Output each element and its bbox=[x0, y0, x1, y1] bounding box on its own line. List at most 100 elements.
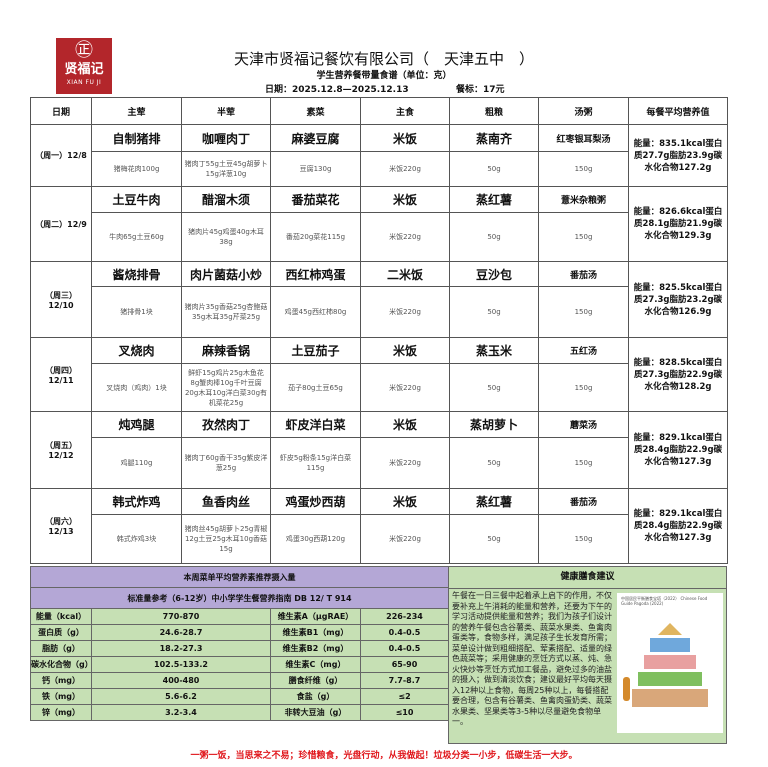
dish-name: 蘑菜汤 bbox=[538, 411, 629, 438]
menu-table: 日期 主荤 半荤 素菜 主食 粗粮 汤粥 每餐平均营养值 （周一）12/8 自制猪排 咖喱肉丁 麻婆… bbox=[30, 97, 728, 564]
dish-amount: 50g bbox=[449, 286, 539, 338]
standard-label: 蛋白质（g） bbox=[30, 624, 92, 641]
day-date: （周一）12/8 bbox=[30, 124, 92, 187]
logo-emblem-icon: ㊣ bbox=[75, 40, 93, 61]
dish-name: 酱烧排骨 bbox=[91, 261, 182, 287]
dish-amount: 米饭220g bbox=[360, 151, 450, 187]
dish-name: 薏米杂粮粥 bbox=[538, 186, 629, 213]
dish-amount: 150g bbox=[538, 363, 629, 412]
column-header: 半荤 bbox=[181, 97, 271, 125]
dish-name: 蒸南齐 bbox=[449, 124, 539, 152]
day-date: （周六）12/13 bbox=[30, 488, 92, 564]
standard-label: 钙（mg） bbox=[30, 672, 92, 689]
dish-name: 麻婆豆腐 bbox=[270, 124, 361, 152]
dish-amount: 鲜虾15g鸡片25g木鱼花8g蟹肉棒10g千叶豆腐20g木耳10g洋白菜30g有… bbox=[181, 363, 271, 412]
dish-amount: 茄子80g土豆65g bbox=[270, 363, 361, 412]
standard-row: 钙（mg） 400-480 膳食纤维（g） 7.7-8.7 bbox=[30, 672, 449, 689]
health-advice-panel: 健康膳食建议 午餐在一日三餐中起着承上启下的作用，不仅要补充上午消耗的能量和营养… bbox=[448, 566, 727, 744]
standard-label: 维生素B1（mg） bbox=[270, 624, 361, 641]
dish-name: 肉片菌菇小炒 bbox=[181, 261, 271, 287]
standard-value: 24.6-28.7 bbox=[91, 624, 271, 641]
dish-name: 红枣银耳梨汤 bbox=[538, 124, 629, 152]
dish-name: 米饭 bbox=[360, 488, 450, 515]
day-dish-row: （周五）12/12 炖鸡腿 孜然肉丁 虾皮洋白菜 米饭 蒸胡萝卜 蘑菜汤 能量：829.1kc… bbox=[30, 411, 728, 489]
slogan: 一粥一饭，当思来之不易；珍惜粮食，光盘行动，从我做起！垃圾分类一小步，低碳生活一… bbox=[190, 751, 578, 761]
dish-name: 米饭 bbox=[360, 186, 450, 213]
standard-row: 蛋白质（g） 24.6-28.7 维生素B1（mg） 0.4-0.5 bbox=[30, 624, 449, 641]
standard-value: 18.2-27.3 bbox=[91, 640, 271, 657]
day-nutrition: 能量：826.6kcal蛋白质28.1g脂肪21.9g碳水化合物129.3g bbox=[628, 186, 728, 262]
advice-text: 午餐在一日三餐中起着承上启下的作用，不仅要补充上午消耗的能量和营养，还要为下午的… bbox=[452, 591, 612, 726]
dish-amount: 牛肉65g土豆60g bbox=[91, 212, 182, 262]
dish-amount: 猪肉片45g鸡蛋40g木耳38g bbox=[181, 212, 271, 262]
column-header: 主食 bbox=[360, 97, 450, 125]
dish-name: 米饭 bbox=[360, 411, 450, 438]
standard-row: 碳水化合物（g） 102.5-133.2 维生素C（mg） 65-90 bbox=[30, 656, 449, 673]
standard-row: 脂肪（g） 18.2-27.3 维生素B2（mg） 0.4-0.5 bbox=[30, 640, 449, 657]
pagoda-level-oil-salt bbox=[658, 623, 682, 635]
menu-header-row: 日期 主荤 半荤 素菜 主食 粗粮 汤粥 每餐平均营养值 bbox=[30, 97, 728, 125]
date-range: 日期：2025.12.8—2025.12.13 bbox=[265, 85, 409, 95]
dish-amount: 鸡腿110g bbox=[91, 437, 182, 489]
dish-name: 番茄汤 bbox=[538, 488, 629, 515]
standards-reference: 标准量参考（6-12岁）中小学学生餐营养指南 DB 12/ T 914 bbox=[30, 587, 449, 609]
standard-label: 食盐（g） bbox=[270, 688, 361, 705]
pagoda-level-dairy bbox=[650, 638, 690, 652]
standards-title: 本周菜单平均营养素推荐摄入量 bbox=[30, 566, 449, 588]
dish-amount: 米饭220g bbox=[360, 514, 450, 564]
dish-amount: 鸡蛋45g西红柿80g bbox=[270, 286, 361, 338]
dish-name: 蒸玉米 bbox=[449, 337, 539, 364]
dish-amount: 50g bbox=[449, 437, 539, 489]
pagoda-level-vegetables bbox=[638, 672, 702, 686]
standard-label: 锌（mg） bbox=[30, 704, 92, 721]
dish-name: 米饭 bbox=[360, 124, 450, 152]
standard-row: 锌（mg） 3.2-3.4 非转大豆油（g） ≤10 bbox=[30, 704, 449, 721]
dish-amount: 150g bbox=[538, 514, 629, 564]
dish-name: 土豆牛肉 bbox=[91, 186, 182, 213]
column-header: 每餐平均营养值 bbox=[628, 97, 728, 125]
dish-amount: 米饭220g bbox=[360, 437, 450, 489]
dish-name: 豆沙包 bbox=[449, 261, 539, 287]
standard-value: 7.7-8.7 bbox=[360, 672, 449, 689]
day-nutrition: 能量：829.1kcal蛋白质28.4g脂肪22.9g碳水化合物127.3g bbox=[628, 411, 728, 489]
dish-amount: 50g bbox=[449, 212, 539, 262]
pagoda-caption: 中国居民平衡膳食宝塔（2022） Chinese Food Guide Pago… bbox=[621, 596, 708, 606]
column-header: 汤粥 bbox=[538, 97, 629, 125]
standard-value: ≤2 bbox=[360, 688, 449, 705]
dish-name: 二米饭 bbox=[360, 261, 450, 287]
standard-value: 400-480 bbox=[91, 672, 271, 689]
dish-name: 自制猪排 bbox=[91, 124, 182, 152]
dish-amount: 韩式炸鸡3块 bbox=[91, 514, 182, 564]
dish-amount: 150g bbox=[538, 212, 629, 262]
standard-value: 102.5-133.2 bbox=[91, 656, 271, 673]
standard-value: 5.6-6.2 bbox=[91, 688, 271, 705]
day-nutrition: 能量：825.5kcal蛋白质27.3g脂肪23.2g碳水化合物126.9g bbox=[628, 261, 728, 338]
logo-pinyin: XIAN FU JI bbox=[66, 79, 102, 86]
nutrition-standards-table: 本周菜单平均营养素推荐摄入量 标准量参考（6-12岁）中小学学生餐营养指南 DB… bbox=[30, 566, 449, 721]
dish-amount: 米饭220g bbox=[360, 212, 450, 262]
company-logo: ㊣ 贤福记 XIAN FU JI bbox=[56, 38, 112, 94]
pagoda-level-meat bbox=[644, 655, 696, 669]
dish-amount: 猪肉片35g香菇25g杏鲍菇35g木耳35g芹菜25g bbox=[181, 286, 271, 338]
standard-label: 脂肪（g） bbox=[30, 640, 92, 657]
dish-name: 土豆茄子 bbox=[270, 337, 361, 364]
dish-amount: 米饭220g bbox=[360, 286, 450, 338]
standard-value: 3.2-3.4 bbox=[91, 704, 271, 721]
dish-amount: 50g bbox=[449, 151, 539, 187]
column-header: 日期 bbox=[30, 97, 92, 125]
dish-amount: 鸡蛋30g西葫120g bbox=[270, 514, 361, 564]
dish-name: 孜然肉丁 bbox=[181, 411, 271, 438]
day-dish-row: （周一）12/8 自制猪排 咖喱肉丁 麻婆豆腐 米饭 蒸南齐 红枣银耳梨汤 能量：835.1k… bbox=[30, 124, 728, 187]
standard-value: 0.4-0.5 bbox=[360, 624, 449, 641]
dish-name: 蒸红薯 bbox=[449, 186, 539, 213]
standard-label: 维生素C（mg） bbox=[270, 656, 361, 673]
day-dish-row: （周六）12/13 韩式炸鸡 鱼香肉丝 鸡蛋炒西葫 米饭 蒸红薯 番茄汤 能量：829.1kc… bbox=[30, 488, 728, 564]
dish-name: 叉烧肉 bbox=[91, 337, 182, 364]
advice-title: 健康膳食建议 bbox=[449, 567, 726, 589]
food-pagoda-image: 中国居民平衡膳食宝塔（2022） Chinese Food Guide Pago… bbox=[617, 593, 723, 733]
meal-price: 餐标：17元 bbox=[456, 85, 505, 95]
page-subtitle: 学生营养餐带量食谱（单位：克） bbox=[316, 71, 452, 81]
page-title: 天津市贤福记餐饮有限公司（ 天津五中 ） bbox=[233, 50, 534, 68]
standard-label: 维生素B2（mg） bbox=[270, 640, 361, 657]
dish-amount: 猪肉丝45g胡萝卜25g青椒12g土豆25g木耳10g香菇15g bbox=[181, 514, 271, 564]
